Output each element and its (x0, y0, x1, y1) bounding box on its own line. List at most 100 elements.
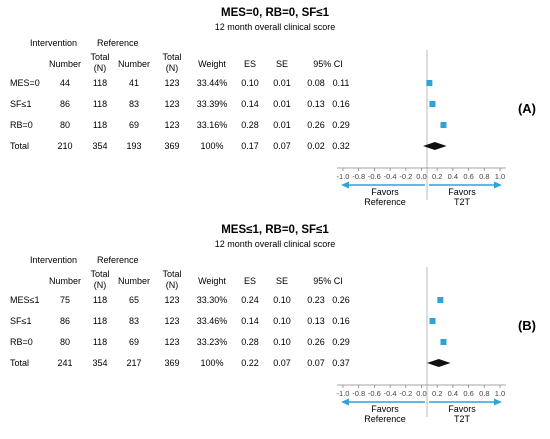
cell-int-number: 44 (60, 78, 70, 88)
cell-ref-number: 193 (126, 141, 141, 151)
pooled-diamond (423, 142, 447, 150)
cell-ci-low: 0.26 (307, 337, 325, 347)
cell-int-number: 86 (60, 316, 70, 326)
cell-weight: 33.46% (197, 316, 228, 326)
header-weight: Weight (198, 276, 226, 286)
cell-ref-number: 83 (129, 99, 139, 109)
x-tick-label: -0.2 (399, 172, 412, 181)
cell-ref-total: 123 (164, 120, 179, 130)
header-ref-total: Total (162, 269, 181, 279)
cell-int-number: 86 (60, 99, 70, 109)
favors-t2t-arrowhead (494, 181, 502, 189)
favors-t2t-label: Favors (448, 187, 476, 197)
cell-int-total: 354 (92, 141, 107, 151)
cell-ref-total: 123 (164, 316, 179, 326)
row-label: MES≤1 (10, 295, 39, 305)
header-weight: Weight (198, 59, 226, 69)
cell-ci-high: 0.16 (332, 316, 350, 326)
row-label: RB=0 (10, 337, 33, 347)
cell-int-total: 118 (93, 316, 107, 326)
panel-label: (A) (518, 101, 536, 116)
cell-weight: 100% (200, 358, 223, 368)
cell-ref-total: 123 (164, 337, 179, 347)
x-tick-label: -0.4 (384, 172, 397, 181)
favors-reference-label: Reference (364, 197, 406, 207)
x-tick-label: 0.2 (432, 389, 442, 398)
header-es: ES (244, 276, 256, 286)
cell-int-total: 118 (93, 295, 107, 305)
effect-marker (440, 122, 447, 128)
x-tick-label: 0.8 (479, 389, 489, 398)
favors-t2t-arrowhead (494, 398, 502, 406)
header-ref-total-n: (N) (166, 280, 179, 290)
favors-t2t-label: Favors (448, 404, 476, 414)
x-tick-label: 0.0 (416, 172, 426, 181)
cell-ci-high: 0.11 (333, 78, 350, 88)
cell-ref-number: 69 (129, 120, 139, 130)
cell-weight: 33.16% (197, 120, 228, 130)
cell-ci-high: 0.26 (332, 295, 350, 305)
cell-ci-low: 0.13 (307, 99, 325, 109)
cell-weight: 33.44% (197, 78, 228, 88)
cell-int-number: 80 (60, 337, 70, 347)
x-tick-label: -0.6 (368, 389, 381, 398)
header-reference: Reference (97, 255, 139, 265)
header-ref-total-n: (N) (166, 63, 179, 73)
header-se: SE (276, 59, 288, 69)
header-es: ES (244, 59, 256, 69)
header-int-total: Total (90, 52, 109, 62)
cell-se: 0.10 (273, 295, 291, 305)
cell-es: 0.17 (241, 141, 259, 151)
row-label: MES=0 (10, 78, 40, 88)
effect-marker (440, 339, 447, 345)
cell-int-total: 118 (93, 337, 107, 347)
cell-ref-number: 41 (129, 78, 139, 88)
effect-marker (437, 297, 444, 303)
cell-ci-high: 0.29 (332, 120, 350, 130)
x-tick-label: 0.2 (432, 172, 442, 181)
cell-ref-total: 369 (164, 358, 179, 368)
favors-t2t-label: T2T (454, 197, 471, 207)
header-ci: 95% CI (313, 59, 343, 69)
cell-ci-high: 0.16 (332, 99, 350, 109)
cell-int-number: 75 (60, 295, 70, 305)
cell-se: 0.10 (273, 316, 291, 326)
cell-ci-high: 0.32 (332, 141, 350, 151)
cell-ci-low: 0.26 (307, 120, 325, 130)
header-int-total-n: (N) (94, 63, 107, 73)
cell-se: 0.07 (273, 358, 291, 368)
row-label: RB=0 (10, 120, 33, 130)
cell-weight: 100% (200, 141, 223, 151)
effect-marker (426, 80, 433, 86)
x-tick-label: 0.4 (448, 172, 458, 181)
effect-marker (429, 318, 436, 324)
x-tick-label: -1.0 (337, 389, 350, 398)
x-tick-label: -0.8 (352, 389, 365, 398)
cell-weight: 33.39% (197, 99, 228, 109)
cell-int-total: 118 (93, 78, 107, 88)
cell-int-total: 118 (93, 120, 107, 130)
cell-ci-high: 0.37 (332, 358, 350, 368)
row-label: SF≤1 (10, 99, 31, 109)
cell-es: 0.10 (241, 78, 259, 88)
cell-es: 0.14 (241, 316, 259, 326)
header-se: SE (276, 276, 288, 286)
pooled-diamond (426, 359, 451, 367)
cell-int-total: 118 (93, 99, 107, 109)
cell-int-total: 354 (92, 358, 107, 368)
cell-es: 0.14 (241, 99, 259, 109)
forest-panel-a: MES=0, RB=0, SF≤1 12 month overall clinic… (0, 0, 550, 217)
cell-ref-total: 123 (164, 99, 179, 109)
cell-ci-low: 0.08 (307, 78, 325, 88)
x-tick-label: 0.6 (463, 172, 473, 181)
cell-es: 0.28 (241, 120, 259, 130)
cell-ref-total: 123 (164, 78, 179, 88)
cell-se: 0.10 (273, 337, 291, 347)
x-tick-label: 0.8 (479, 172, 489, 181)
header-intervention: Intervention (30, 255, 77, 265)
cell-se: 0.01 (273, 78, 291, 88)
header-ref-number: Number (118, 276, 150, 286)
chart-title: MES=0, RB=0, SF≤1 (221, 7, 330, 19)
cell-ref-number: 217 (126, 358, 141, 368)
header-int-number: Number (49, 59, 81, 69)
